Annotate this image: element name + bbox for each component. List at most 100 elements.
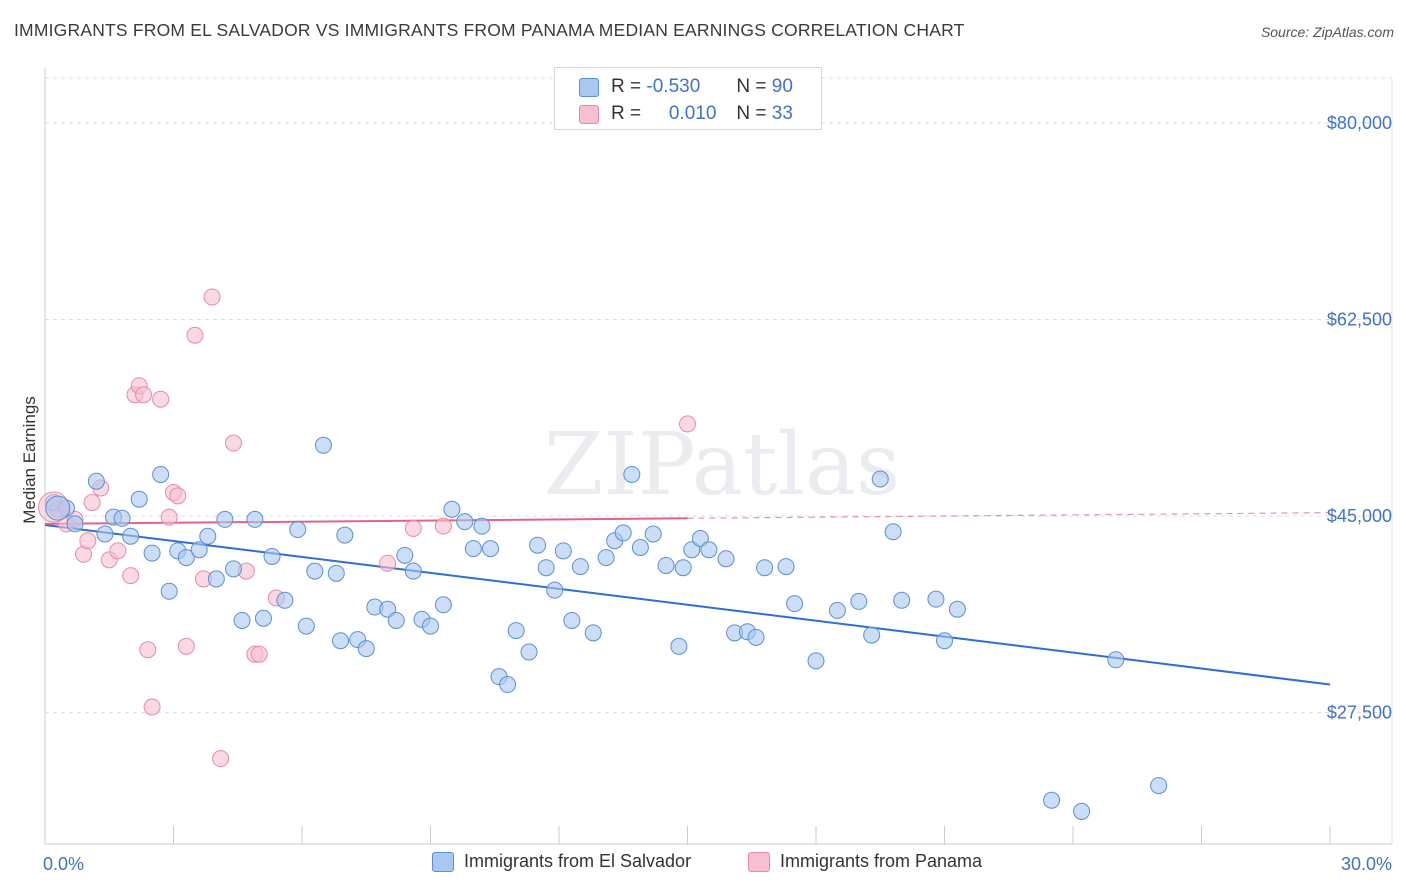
trend-lines [44, 512, 1331, 686]
el-salvador-point [216, 510, 234, 528]
el-salvador-point [327, 564, 345, 582]
panama-point [250, 645, 268, 663]
el-salvador-point [130, 490, 148, 508]
el-salvador-point [670, 637, 688, 655]
el-salvador-point [152, 465, 170, 483]
el-salvador-point [850, 592, 868, 610]
chart-title: IMMIGRANTS FROM EL SALVADOR VS IMMIGRANT… [14, 20, 965, 40]
panama-point [169, 487, 187, 505]
el-salvador-point [597, 549, 615, 567]
el-salvador-point [122, 527, 140, 545]
panama-point [379, 554, 397, 572]
el-salvador-point [254, 609, 272, 627]
el-salvador-point [246, 510, 264, 528]
stats-row-el-salvador: R = -0.530 N = 90 [579, 74, 793, 100]
el-salvador-point [537, 559, 555, 577]
correlation-stats-box: R = -0.530 N = 90 R = 0.010 N = 33 [554, 67, 822, 130]
el-salvador-legend-swatch [432, 851, 454, 872]
el-salvador-point [473, 517, 491, 535]
el-salvador-point [807, 652, 825, 670]
n-label: N = [736, 103, 767, 124]
panama-point [177, 637, 195, 655]
el-salvador-point [306, 562, 324, 580]
panama-point [109, 542, 127, 560]
el-salvador-point [314, 436, 332, 454]
legend-item-panama[interactable]: Immigrants from Panama [748, 851, 982, 872]
el-salvador-point [936, 632, 953, 650]
el-salvador-point [871, 470, 889, 488]
el-salvador-point [379, 600, 397, 618]
el-salvador-point [863, 626, 881, 644]
el-salvador-point [1043, 791, 1061, 809]
panama-legend-swatch [748, 851, 770, 872]
panama-point [135, 386, 153, 404]
r-value: 0.010 [668, 103, 717, 124]
axes [44, 68, 1393, 845]
el-salvador-point [289, 521, 307, 539]
el-salvador-point [507, 622, 525, 640]
el-salvador-point [520, 643, 538, 661]
el-salvador-point [631, 538, 649, 556]
el-salvador-point [683, 541, 701, 559]
legend-label: Immigrants from El Salvador [464, 851, 692, 871]
el-salvador-point [263, 547, 281, 565]
y-tick-label: $62,500 [1327, 309, 1392, 329]
r-label: R = [611, 76, 642, 97]
panama-point [404, 519, 422, 537]
y-tick-label: $45,000 [1327, 506, 1392, 526]
watermark: ZIPatlas [544, 415, 900, 515]
y-tick-labels: $27,500 $45,000 $62,500 $80,000 [1327, 113, 1392, 723]
el-salvador-cluster-point [45, 495, 71, 521]
legend-item-el-salvador[interactable]: Immigrants from El Salvador [432, 851, 691, 872]
data-points [38, 288, 1168, 820]
el-salvador-point [87, 472, 105, 490]
panama-point [186, 326, 204, 344]
panama-point [212, 750, 230, 768]
el-salvador-point [233, 611, 251, 629]
x-tick-label-end: 30.0% [1341, 854, 1392, 874]
panama-swatch [579, 104, 599, 124]
el-salvador-point [177, 549, 195, 567]
panama-point [79, 532, 97, 550]
el-salvador-point [1107, 651, 1125, 669]
el-salvador-point [756, 559, 774, 577]
el-salvador-point [96, 525, 114, 543]
panama-point [152, 390, 170, 408]
el-salvador-point [434, 596, 452, 614]
el-salvador-point [777, 558, 795, 576]
el-salvador-point [623, 465, 641, 483]
el-salvador-point [717, 550, 735, 568]
panama-point [224, 434, 242, 452]
panama-point [434, 517, 452, 535]
el-salvador-point [276, 591, 294, 609]
el-salvador-point [700, 541, 718, 559]
el-salvador-point [1150, 777, 1168, 795]
el-salvador-point [396, 546, 414, 564]
panama-point [679, 415, 696, 433]
n-value: 90 [771, 76, 793, 97]
panama-point [143, 698, 161, 716]
r-label: R = [611, 103, 642, 124]
chart-legend: Immigrants from El Salvador Immigrants f… [0, 851, 1406, 877]
el-salvador-point [644, 525, 662, 543]
el-salvador-swatch [579, 77, 599, 97]
el-salvador-point [113, 509, 131, 527]
el-salvador-point [786, 595, 804, 613]
el-salvador-point [143, 544, 161, 562]
el-salvador-point [456, 513, 474, 531]
n-label: N = [736, 76, 767, 97]
el-salvador-point [332, 632, 350, 650]
el-salvador-point [1073, 802, 1091, 820]
el-salvador-point [224, 560, 242, 578]
el-salvador-point [404, 562, 422, 580]
el-salvador-point [747, 628, 765, 646]
panama-point [160, 508, 178, 526]
el-salvador-point [336, 526, 354, 544]
el-salvador-point [160, 582, 178, 600]
el-salvador-point [893, 591, 911, 609]
n-value: 33 [771, 103, 793, 124]
panama-point [83, 494, 101, 512]
source-label: Source: ZipAtlas.com [1260, 24, 1394, 40]
el-salvador-point [554, 542, 572, 560]
el-salvador-point [297, 617, 315, 635]
